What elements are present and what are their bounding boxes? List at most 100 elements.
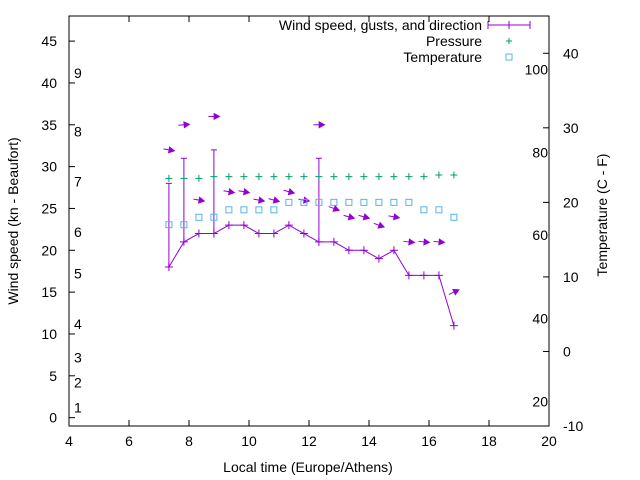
pressure-point: [315, 173, 323, 181]
y-left-tick-label: 15: [41, 284, 57, 300]
pressure-point: [360, 173, 368, 181]
pressure-point: [450, 171, 458, 179]
temperature-point: [240, 206, 248, 214]
wind-speed-point: [209, 229, 218, 238]
y-right-tick-label: 30: [563, 120, 579, 136]
axes-layer: 4 6 8 10 12 14 16 18 200510152025303540451234567…: [41, 15, 583, 449]
wind-direction-arrowhead: [408, 238, 416, 246]
wind-direction-arrowhead: [227, 188, 236, 196]
temperature-point: [420, 206, 428, 214]
wind-speed-point: [419, 271, 428, 280]
y-right-tick-label: -10: [563, 418, 583, 434]
temperature-point: [330, 198, 338, 206]
wind-direction-arrowhead: [287, 188, 296, 196]
pressure-point: [300, 173, 308, 181]
wind-speed-point: [389, 246, 398, 255]
temperature-point: [345, 198, 353, 206]
wind-direction-arrowhead: [423, 238, 431, 246]
y-right-tick-label: 40: [563, 45, 579, 61]
temperature-point: [195, 213, 203, 221]
y-right-tick-label: 20: [563, 194, 579, 210]
y-left-tick-label: 10: [41, 326, 57, 342]
y-left-tick-label: 35: [41, 117, 57, 133]
wind-speed-point: [194, 229, 203, 238]
pressure-point: [195, 174, 203, 182]
beaufort-label: 9: [74, 65, 82, 81]
temperature-point: [225, 206, 233, 214]
wind-speed-point: [254, 229, 263, 238]
wind-speed-point: [239, 221, 248, 230]
beaufort-label: 7: [74, 174, 82, 190]
pressure-point: [345, 173, 353, 181]
wind-speed-point: [329, 237, 338, 246]
x-tick-label: 8: [185, 433, 193, 449]
pressure-point: [420, 173, 428, 181]
temperature-point: [165, 221, 173, 229]
fahrenheit-label: 20: [532, 393, 548, 409]
pressure-point: [240, 173, 248, 181]
wind-direction-arrowhead: [183, 121, 191, 129]
wind-speed-point: [344, 246, 353, 255]
wind-speed-point: [164, 263, 173, 272]
beaufort-label: 4: [74, 316, 82, 332]
pressure-point: [180, 174, 188, 182]
y-left-tick-label: 40: [41, 75, 57, 91]
x-tick-label: 6: [125, 433, 133, 449]
wind-direction-arrowhead: [257, 196, 266, 204]
x-tick-label: 20: [541, 433, 557, 449]
wind-speed-point: [284, 221, 293, 230]
y-left-tick-label: 5: [49, 368, 57, 384]
pressure-point: [285, 173, 293, 181]
legend: Wind speed, gusts, and direction Pressur…: [279, 17, 531, 65]
wind-direction-arrowhead: [197, 196, 206, 204]
beaufort-label: 1: [74, 400, 82, 416]
legend-swatch-wind-marker: [505, 21, 513, 29]
temperature-point: [360, 198, 368, 206]
legend-swatches: [487, 21, 531, 61]
temperature-point: [375, 198, 383, 206]
wind-speed-point: [314, 237, 323, 246]
x-axis-label: Local time (Europe/Athens): [223, 459, 393, 475]
wind-direction-arrowhead: [392, 213, 401, 221]
temperature-point: [270, 206, 278, 214]
fahrenheit-label: 80: [532, 144, 548, 160]
plot-frame: [68, 15, 550, 427]
x-tick-label: 12: [301, 433, 317, 449]
legend-swatch-temperature: [505, 53, 513, 61]
fahrenheit-label: 40: [532, 311, 548, 327]
wind-speed-line: [168, 224, 455, 326]
y-left-tick-label: 30: [41, 159, 57, 175]
beaufort-label: 5: [74, 266, 82, 282]
legend-swatch-pressure: [506, 38, 512, 44]
temperature-point: [210, 213, 218, 221]
temperature-point: [300, 198, 308, 206]
pressure-point: [210, 173, 218, 181]
fahrenheit-label: 100: [525, 62, 549, 78]
wind-direction-arrowhead: [213, 112, 221, 121]
temperature-point: [180, 221, 188, 229]
wind-direction-arrowhead: [242, 188, 251, 196]
y-left-tick-label: 45: [41, 33, 57, 49]
wind-speed-point: [449, 321, 458, 330]
x-tick-label: 16: [421, 433, 437, 449]
wind-speed-point: [434, 271, 443, 280]
wind-direction-arrowhead: [452, 288, 460, 296]
legend-label-wind: Wind speed, gusts, and direction: [279, 17, 482, 33]
y-left-tick-label: 25: [41, 200, 57, 216]
pressure-point: [255, 173, 263, 181]
legend-label-temperature: Temperature: [403, 49, 482, 65]
legend-label-pressure: Pressure: [426, 33, 482, 49]
y-right-tick-label: 0: [563, 343, 571, 359]
wind-speed-point: [179, 237, 188, 246]
pressure-point: [225, 173, 233, 181]
temperature-point: [390, 198, 398, 206]
pressure-point: [270, 173, 278, 181]
wind-speed-point: [359, 246, 368, 255]
beaufort-label: 2: [74, 374, 82, 390]
wind-speed-point: [404, 271, 413, 280]
fahrenheit-label: 60: [532, 227, 548, 243]
y-right-axis-label: Temperature (C - F): [594, 154, 610, 277]
wind-direction-arrowhead: [377, 221, 386, 229]
wind-direction-arrowhead: [167, 146, 176, 154]
